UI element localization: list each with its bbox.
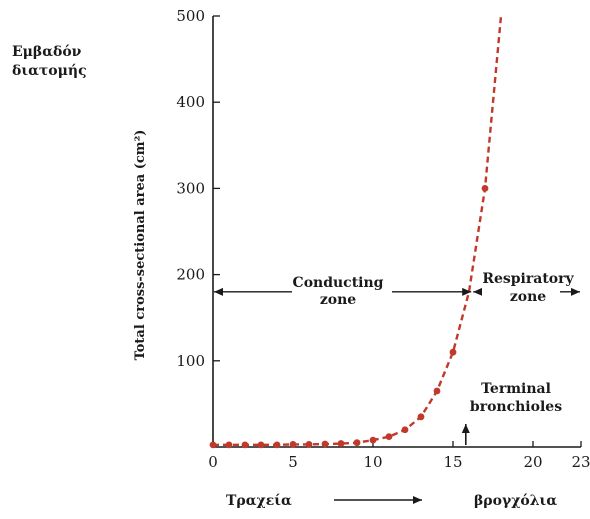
y-tick-label: 200 <box>176 266 205 284</box>
x-tick-label: 10 <box>363 453 382 471</box>
data-point <box>337 440 345 447</box>
data-point <box>433 387 441 395</box>
data-point <box>417 413 425 421</box>
terminal-label-line1: Terminal <box>481 381 551 397</box>
terminal-label-line2: bronchioles <box>470 399 562 415</box>
x-tick-label: 5 <box>288 453 298 471</box>
x-tick-label: 0 <box>208 453 218 471</box>
marker-layer <box>209 185 489 449</box>
data-point <box>305 441 313 448</box>
data-point <box>273 441 281 449</box>
x-tick-label: 23 <box>571 453 590 471</box>
data-point <box>241 441 249 449</box>
data-point <box>257 441 265 449</box>
greek-ylabel-line1: Εμβαδόν <box>12 44 82 60</box>
bottom-label-trachea: Τραχεία <box>226 492 292 509</box>
data-point <box>369 436 377 444</box>
data-point <box>289 441 297 448</box>
series-layer <box>213 15 503 446</box>
data-point <box>401 426 409 434</box>
annotations: Conducting zone Respiratory zone Termina… <box>214 271 580 445</box>
x-ticks: 0 5 10 15 20 23 <box>208 441 590 471</box>
series-line <box>213 15 503 446</box>
y-tick-label: 300 <box>176 179 205 197</box>
conducting-label-line2: zone <box>320 292 356 308</box>
greek-ylabel-line2: διατομής <box>12 63 87 79</box>
data-point <box>353 439 361 447</box>
data-point <box>321 440 329 448</box>
data-point <box>209 441 217 449</box>
data-point <box>385 433 393 441</box>
x-tick-label: 20 <box>523 453 542 471</box>
conducting-label-line1: Conducting <box>293 275 384 291</box>
data-point <box>225 441 233 449</box>
data-point <box>449 348 457 356</box>
y-ticks: 100 200 300 400 500 <box>176 7 220 370</box>
bottom-label-bronchioles: βρογχόλια <box>474 493 557 509</box>
respiratory-label-line2: zone <box>510 289 546 305</box>
respiratory-label-line1: Respiratory <box>482 271 574 287</box>
y-tick-label: 500 <box>176 7 205 25</box>
y-axis-label: Total cross-sectional area (cm²) <box>133 130 148 361</box>
x-tick-label: 15 <box>443 453 462 471</box>
y-tick-label: 400 <box>176 93 205 111</box>
data-point <box>481 185 489 192</box>
axes <box>212 16 581 448</box>
y-tick-label: 100 <box>176 352 205 370</box>
